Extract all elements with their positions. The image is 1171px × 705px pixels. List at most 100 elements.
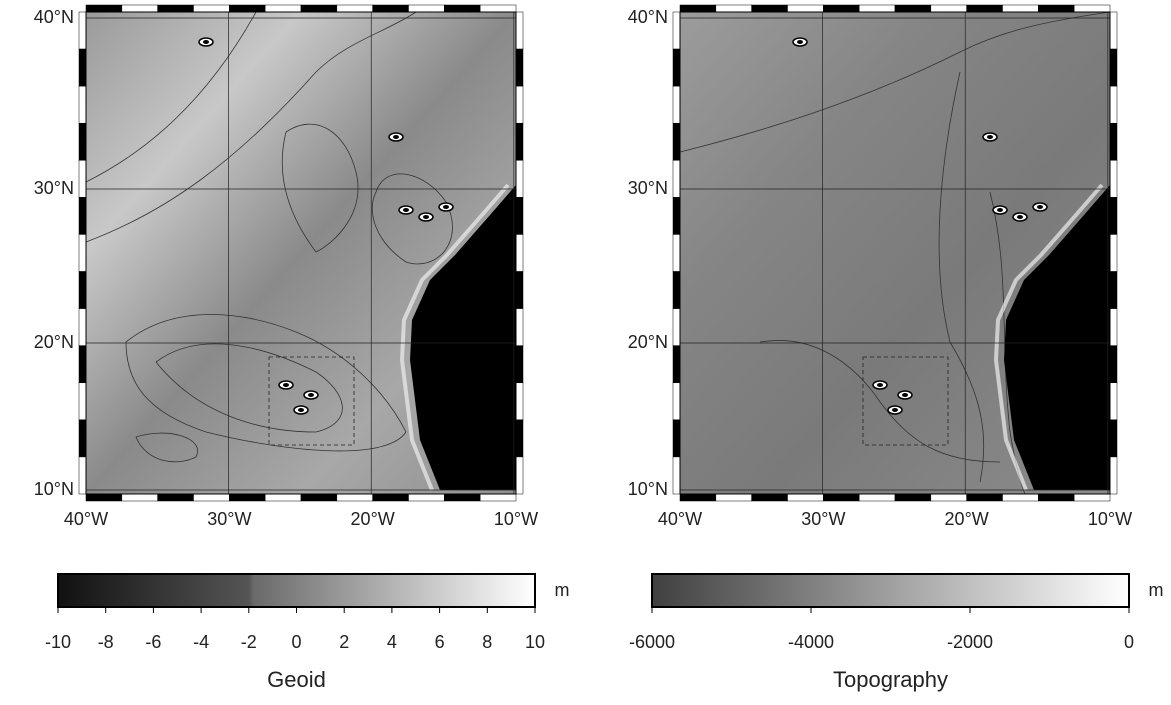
frame-segment [479,4,517,13]
frame-segment [515,456,524,495]
frame-segment [515,382,524,421]
contour [85,11,417,243]
frame-segment [966,4,1003,13]
frame-segment [78,122,87,161]
land [1004,185,1110,490]
colorbar-tick-label: 4 [387,632,397,652]
frame-segment [515,197,524,235]
colorbar-tick-label: -4 [193,632,209,652]
frame-segment [78,308,87,346]
shelf [993,183,1104,491]
lat-label: 30°N [628,178,668,198]
colorbar-tick-label: -2000 [947,632,993,652]
contour [135,432,198,463]
frame-segment [1109,197,1118,235]
map-frame [85,11,517,495]
frame-segment [515,271,524,309]
colorbar-tick-label: 0 [291,632,301,652]
frame-segment [1002,4,1039,13]
frame-segment [930,493,967,502]
frame-segment [157,4,194,13]
frame-segment [78,11,87,50]
island-core [892,408,898,412]
lon-label: 40°W [64,509,108,529]
lon-label: 40°W [658,509,702,529]
frame-segment [229,493,266,502]
frame-segment [672,160,681,198]
frame-segment [408,4,445,13]
frame-segment [78,85,87,124]
frame-segment [672,456,681,495]
frame-segment [444,4,481,13]
contour [85,11,257,183]
frame-segment [894,493,932,502]
frame-segment [672,234,681,272]
frame-segment [672,48,681,87]
lat-label: 20°N [34,332,74,352]
frame-segment [264,493,302,502]
frame-segment [78,48,87,87]
frame-segment [1109,48,1118,87]
lon-label: 20°W [945,509,989,529]
land [410,185,516,490]
frame-segment [444,493,481,502]
frame-segment [78,345,87,384]
frame-segment [1109,85,1118,124]
frame-segment [672,382,681,421]
colorbar-tick-label: -8 [98,632,114,652]
island-core [902,393,908,397]
shelf [399,183,510,491]
frame-segment [193,493,230,502]
frame-segment [715,4,752,13]
colorbar-tick-label: -6 [145,632,161,652]
colorbar-tick-label: 0 [1124,632,1134,652]
contour [372,173,453,265]
lon-label: 20°W [351,509,395,529]
frame-segment [515,308,524,346]
island-core [308,393,314,397]
frame-segment [787,493,824,502]
colorbar-unit: m [1149,580,1164,600]
frame-segment [751,4,788,13]
lat-label: 20°N [628,332,668,352]
frame-segment [823,493,860,502]
colorbar-tick-label: 6 [435,632,445,652]
contour [679,11,1111,153]
frame-segment [966,493,1003,502]
lat-label: 10°N [628,479,668,499]
frame-segment [787,4,824,13]
island-core [987,135,993,139]
frame-segment [515,419,524,458]
frame-segment [1109,271,1118,309]
lon-label: 30°W [207,509,251,529]
frame-segment [930,4,967,13]
frame-segment [1038,493,1075,502]
contour [938,71,985,483]
island-core [877,383,883,387]
frame-segment [679,4,717,13]
frame-segment [672,419,681,458]
frame-segment [264,4,302,13]
frame-segment [78,234,87,272]
frame-segment [121,4,158,13]
colorbar-unit: m [555,580,570,600]
island-core [423,215,429,219]
colorbar-tick-label: 10 [525,632,545,652]
island-core [1017,215,1023,219]
frame-segment [1109,382,1118,421]
frame-segment [672,308,681,346]
frame-segment [78,382,87,421]
lon-label: 30°W [801,509,845,529]
map-frame [679,11,1111,495]
frame-segment [515,48,524,87]
frame-segment [85,493,123,502]
frame-segment [1109,456,1118,495]
colorbar [651,573,1130,608]
frame-segment [229,4,266,13]
frame-segment [408,493,445,502]
frame-segment [715,493,752,502]
colorbar-tick-label: -10 [45,632,71,652]
frame-segment [858,493,896,502]
frame-segment [894,4,932,13]
frame-segment [85,4,123,13]
